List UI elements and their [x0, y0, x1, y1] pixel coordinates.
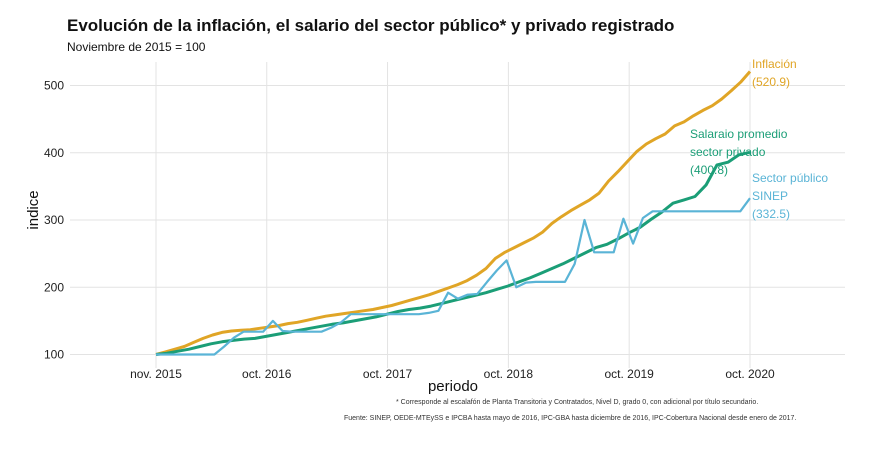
series-annotation: Sector público — [752, 171, 828, 185]
series-annotation: SINEP — [752, 189, 788, 203]
series-annotation: Salaraio promedio — [690, 127, 788, 141]
series-line-2 — [156, 197, 751, 356]
series-line-1 — [155, 150, 751, 356]
series-annotations: Inflación (520.9) Salaraio promedio sector … — [690, 57, 828, 221]
series-annotation: Inflación — [752, 57, 797, 71]
series-lines — [155, 70, 752, 356]
x-axis: nov. 2015 oct. 2016 oct. 2017 oct. 2018 oct.… — [130, 367, 775, 381]
y-tick-label: 500 — [44, 79, 64, 93]
series-annotation: (400.8) — [690, 163, 728, 177]
x-tick-label: oct. 2016 — [242, 367, 292, 381]
footnote-note: * Corresponde al escalafón de Planta Tra… — [396, 399, 759, 406]
grid-lines — [70, 62, 845, 368]
x-tick-label: oct. 2020 — [725, 367, 775, 381]
chart-subtitle: Noviembre de 2015 = 100 — [67, 40, 206, 54]
chart-title: Evolución de la inflación, el salario de… — [67, 16, 675, 35]
series-annotation: (520.9) — [752, 75, 790, 89]
y-tick-label: 300 — [44, 213, 64, 227]
x-tick-label: oct. 2019 — [604, 367, 654, 381]
x-axis-label: periodo — [428, 378, 478, 395]
y-axis-label: indice — [25, 190, 42, 229]
y-tick-label: 200 — [44, 280, 64, 294]
series-annotation: (332.5) — [752, 207, 790, 221]
series-line-0 — [155, 70, 752, 356]
y-tick-label: 100 — [44, 348, 64, 362]
footnote-source: Fuente: SINEP, OEDE-MTEySS e IPCBA hasta… — [344, 415, 797, 422]
x-tick-label: oct. 2018 — [484, 367, 534, 381]
y-tick-label: 400 — [44, 146, 64, 160]
x-tick-label: oct. 2017 — [363, 367, 413, 381]
x-tick-label: nov. 2015 — [130, 367, 182, 381]
y-axis: 100 200 300 400 500 — [44, 79, 64, 362]
series-annotation: sector privado — [690, 145, 766, 159]
